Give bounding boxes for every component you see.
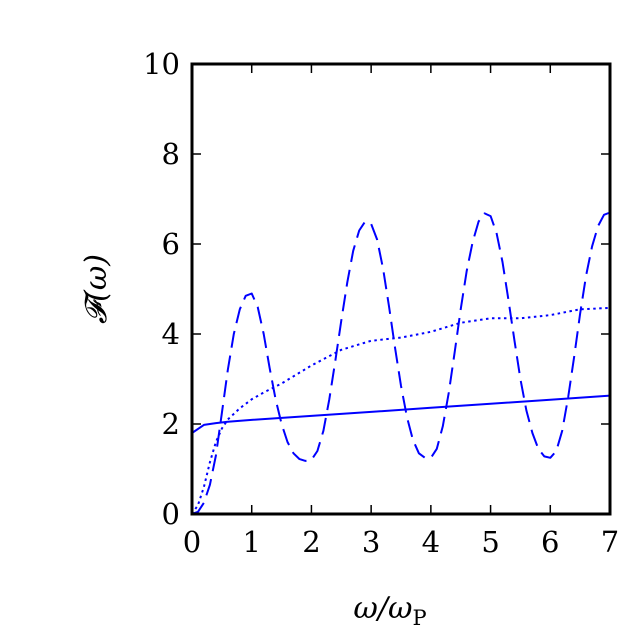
ticks-layer xyxy=(192,64,610,514)
tick-labels-layer: 0 1 2 3 4 5 6 7 0 2 4 6 8 10 xyxy=(143,47,619,559)
x-tick-label: 6 xyxy=(541,525,559,559)
series-line-dotted xyxy=(191,306,611,515)
x-axis-label: ω/ωP xyxy=(353,591,426,630)
y-axis-label: 𝓕(ω) xyxy=(79,254,114,324)
x-tick-label: 3 xyxy=(362,525,380,559)
x-tick-label: 5 xyxy=(481,525,499,559)
x-tick-label: 7 xyxy=(601,525,619,559)
x-tick-label: 2 xyxy=(302,525,320,559)
x-tick-label: 1 xyxy=(242,525,260,559)
y-tick-label: 4 xyxy=(162,317,180,351)
y-tick-label: 8 xyxy=(162,137,180,171)
series-line-solid xyxy=(191,394,611,434)
x-axis-label-subscript: P xyxy=(412,606,426,630)
x-tick-label: 4 xyxy=(422,525,440,559)
y-tick-label: 2 xyxy=(162,407,180,441)
series-line-dashed xyxy=(191,211,611,515)
series-layer xyxy=(191,211,611,515)
x-tick-label: 0 xyxy=(183,525,201,559)
plot-frame xyxy=(190,62,612,516)
y-tick-label: 0 xyxy=(162,497,180,531)
y-tick-label: 6 xyxy=(162,227,180,261)
y-tick-label: 10 xyxy=(143,47,180,81)
